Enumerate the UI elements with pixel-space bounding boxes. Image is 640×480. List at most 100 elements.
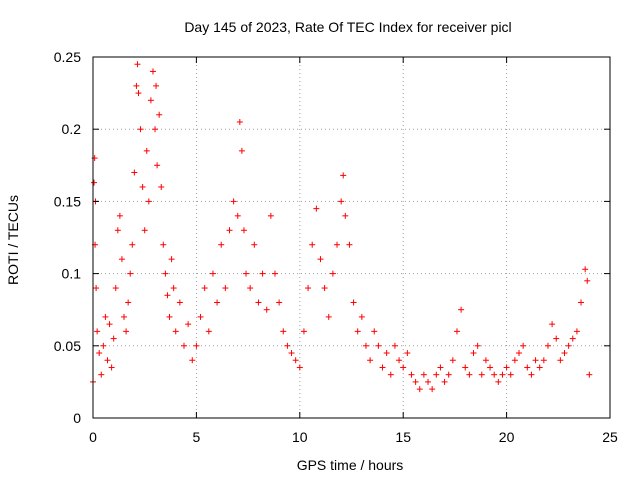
data-point — [317, 256, 324, 263]
data-point — [329, 270, 336, 277]
data-point — [255, 299, 262, 306]
data-point — [100, 342, 107, 349]
data-point — [511, 357, 518, 364]
data-point — [482, 357, 489, 364]
data-point — [433, 371, 440, 378]
data-point — [153, 82, 160, 89]
data-point — [91, 179, 98, 186]
data-point — [259, 270, 266, 277]
data-point — [404, 350, 411, 357]
data-point — [152, 126, 159, 133]
data-point — [573, 328, 580, 335]
data-point — [116, 212, 123, 219]
data-point — [222, 285, 229, 292]
data-point — [557, 357, 564, 364]
data-point — [553, 335, 560, 342]
data-point — [334, 241, 341, 248]
data-point — [125, 299, 132, 306]
data-point — [540, 357, 547, 364]
data-point — [379, 364, 386, 371]
data-point — [309, 241, 316, 248]
data-point — [292, 357, 299, 364]
data-point — [189, 357, 196, 364]
data-point — [251, 241, 258, 248]
data-point — [164, 292, 171, 299]
data-point — [98, 371, 105, 378]
data-point — [429, 386, 436, 393]
data-point — [166, 313, 173, 320]
grid — [93, 57, 610, 418]
data-point — [154, 162, 161, 169]
data-point — [387, 371, 394, 378]
data-point — [160, 241, 167, 248]
data-point — [536, 364, 543, 371]
data-point — [300, 328, 307, 335]
data-point — [466, 371, 473, 378]
data-point — [544, 342, 551, 349]
data-point — [524, 364, 531, 371]
data-point — [149, 68, 156, 75]
data-point — [478, 371, 485, 378]
data-point — [325, 313, 332, 320]
data-point — [520, 342, 527, 349]
data-point — [247, 285, 254, 292]
data-point — [565, 342, 572, 349]
data-point — [338, 198, 345, 205]
data-point — [288, 350, 295, 357]
data-point — [263, 306, 270, 313]
plot-frame — [92, 56, 611, 419]
x-tick-label: 20 — [499, 429, 515, 445]
axes: 0 5 10 15 20 25 0 0.05 0.1 0.15 0.2 0.25 — [54, 49, 618, 445]
y-tick-label: 0.15 — [54, 193, 81, 209]
data-point — [131, 169, 138, 176]
data-point — [474, 342, 481, 349]
data-point — [240, 227, 247, 234]
data-point — [503, 364, 510, 371]
data-point — [449, 357, 456, 364]
data-point — [141, 227, 148, 234]
y-tick-label: 0.05 — [54, 338, 81, 354]
data-point — [549, 321, 556, 328]
data-point — [133, 82, 140, 89]
data-point — [185, 321, 192, 328]
data-point — [168, 256, 175, 263]
data-point — [437, 364, 444, 371]
y-tick-label: 0.25 — [54, 49, 81, 65]
data-point — [197, 313, 204, 320]
chart-title: Day 145 of 2023, Rate Of TEC Index for r… — [184, 19, 511, 35]
data-point — [276, 299, 283, 306]
data-point — [123, 328, 130, 335]
data-point — [516, 350, 523, 357]
data-point — [267, 212, 274, 219]
data-point — [391, 342, 398, 349]
data-point — [321, 285, 328, 292]
data-point — [238, 147, 245, 154]
data-point — [234, 212, 241, 219]
data-point — [305, 285, 312, 292]
data-point — [458, 306, 465, 313]
data-point — [495, 378, 502, 385]
data-point — [170, 285, 177, 292]
data-point — [284, 342, 291, 349]
data-point — [137, 126, 144, 133]
data-point — [499, 371, 506, 378]
data-point — [243, 270, 250, 277]
data-point — [127, 270, 134, 277]
data-point — [172, 328, 179, 335]
data-point — [367, 357, 374, 364]
data-point — [491, 371, 498, 378]
data-point — [108, 364, 115, 371]
data-point — [569, 335, 576, 342]
y-axis-label: ROTI / TECUs — [5, 195, 21, 285]
x-tick-label: 10 — [292, 429, 308, 445]
data-point — [416, 386, 423, 393]
data-point — [135, 90, 142, 97]
data-point — [396, 357, 403, 364]
data-point — [425, 378, 432, 385]
data-point — [93, 285, 100, 292]
data-point — [156, 111, 163, 118]
data-point — [532, 357, 539, 364]
y-tick-label: 0 — [73, 410, 81, 426]
data-point — [296, 364, 303, 371]
data-point — [578, 299, 585, 306]
